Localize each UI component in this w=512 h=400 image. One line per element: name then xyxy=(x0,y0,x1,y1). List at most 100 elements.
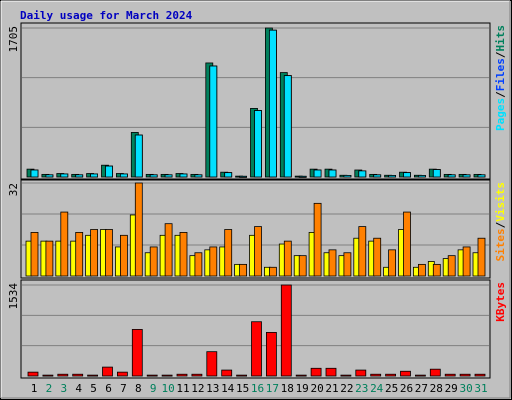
legend-entry: Files xyxy=(494,58,507,91)
x-tick-label: 7 xyxy=(120,382,127,395)
bar xyxy=(432,263,441,277)
x-tick-label: 29 xyxy=(445,382,458,395)
x-tick-label: 2 xyxy=(46,382,53,395)
bar xyxy=(179,232,188,277)
bar xyxy=(164,174,173,178)
legend: Sites/Visits xyxy=(494,182,507,262)
x-tick-label: 17 xyxy=(266,382,279,395)
bar xyxy=(117,371,128,377)
x-tick-label: 15 xyxy=(236,382,249,395)
bar xyxy=(134,134,143,178)
legend: Pages/Files/Hits xyxy=(494,25,507,131)
x-tick-label: 30 xyxy=(459,382,472,395)
bar xyxy=(325,367,337,377)
x-tick-label: 27 xyxy=(415,382,428,395)
bar xyxy=(57,373,69,377)
bar xyxy=(179,173,188,178)
legend-entry: Pages xyxy=(494,98,507,131)
bar xyxy=(373,174,382,178)
bar xyxy=(298,175,307,178)
x-tick-label: 4 xyxy=(75,382,82,395)
bar xyxy=(60,173,69,178)
legend-entry: Visits xyxy=(494,182,507,222)
x-tick-label: 18 xyxy=(281,382,294,395)
bar xyxy=(462,174,471,178)
bar xyxy=(403,211,411,277)
bar xyxy=(358,170,367,178)
bar xyxy=(105,165,113,178)
bar xyxy=(224,229,233,277)
y-tick-label: 1705 xyxy=(7,26,20,53)
bar xyxy=(90,229,98,277)
legend-separator: / xyxy=(494,221,507,228)
bar xyxy=(209,246,218,277)
bar xyxy=(30,232,39,277)
bar xyxy=(403,172,411,178)
bar xyxy=(447,174,456,178)
bar xyxy=(340,374,352,377)
x-tick-label: 8 xyxy=(135,382,142,395)
bar xyxy=(343,252,352,277)
bar xyxy=(224,172,233,178)
bar xyxy=(283,75,292,178)
bar xyxy=(417,175,426,178)
x-tick-label: 31 xyxy=(474,382,487,395)
bar xyxy=(149,246,158,277)
x-tick-label: 6 xyxy=(105,382,112,395)
bar xyxy=(72,373,84,377)
bar xyxy=(164,223,173,277)
x-tick-label: 21 xyxy=(325,382,338,395)
bar xyxy=(60,211,69,277)
x-tick-label: 16 xyxy=(251,382,264,395)
bar xyxy=(102,366,113,377)
bar xyxy=(194,174,203,178)
bar xyxy=(251,321,262,377)
x-tick-label: 1 xyxy=(31,382,38,395)
bar xyxy=(385,373,397,377)
bar xyxy=(283,240,292,277)
bar xyxy=(161,374,173,377)
legend-entry: Hits xyxy=(494,25,507,52)
bar xyxy=(268,266,277,277)
bar xyxy=(221,369,233,377)
x-tick-label: 9 xyxy=(150,382,157,395)
legend-entry: Sites xyxy=(494,228,507,261)
x-tick-label: 5 xyxy=(90,382,97,395)
x-tick-label: 14 xyxy=(221,382,235,395)
bar xyxy=(239,263,248,277)
bar xyxy=(254,226,262,277)
bar xyxy=(280,284,292,377)
bar xyxy=(27,371,39,377)
bar xyxy=(206,351,218,377)
bar xyxy=(477,237,486,277)
bar xyxy=(370,373,382,377)
bar xyxy=(176,373,188,377)
x-tick-label: 23 xyxy=(355,382,368,395)
x-tick-label: 28 xyxy=(430,382,443,395)
y-tick-label: 1534 xyxy=(7,283,20,310)
x-tick-label: 22 xyxy=(340,382,353,395)
bar xyxy=(268,29,277,178)
bar xyxy=(87,374,98,377)
bar xyxy=(373,237,382,277)
bar xyxy=(236,374,248,377)
y-tick-label: 32 xyxy=(7,183,20,196)
bar xyxy=(459,373,471,377)
bar xyxy=(298,255,307,277)
bar xyxy=(45,174,54,178)
bar xyxy=(194,252,203,277)
bar xyxy=(120,173,128,178)
bar xyxy=(146,374,158,377)
x-tick-label: 19 xyxy=(296,382,309,395)
bar xyxy=(310,367,322,377)
bar xyxy=(75,232,84,277)
bar xyxy=(105,229,113,277)
x-tick-label: 11 xyxy=(176,382,189,395)
bar xyxy=(90,173,98,178)
bar xyxy=(355,369,367,377)
bar xyxy=(432,169,441,178)
bar xyxy=(149,174,158,178)
bar xyxy=(313,202,322,277)
bar xyxy=(388,175,397,178)
x-tick-label: 26 xyxy=(400,382,413,395)
